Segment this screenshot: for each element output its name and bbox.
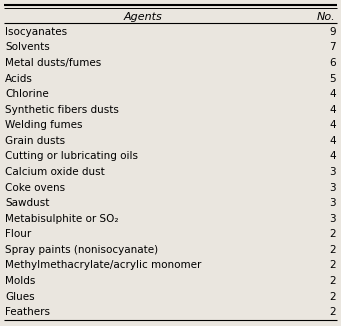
Text: 2: 2: [329, 307, 336, 317]
Text: 3: 3: [329, 198, 336, 208]
Text: Solvents: Solvents: [5, 42, 50, 52]
Text: 4: 4: [329, 105, 336, 115]
Text: Flour: Flour: [5, 229, 31, 239]
Text: Glues: Glues: [5, 292, 35, 302]
Text: No.: No.: [316, 12, 335, 22]
Text: 2: 2: [329, 260, 336, 271]
Text: Feathers: Feathers: [5, 307, 50, 317]
Text: Metabisulphite or SO₂: Metabisulphite or SO₂: [5, 214, 119, 224]
Text: Agents: Agents: [124, 12, 163, 22]
Text: Methylmethacrylate/acrylic monomer: Methylmethacrylate/acrylic monomer: [5, 260, 202, 271]
Text: 2: 2: [329, 245, 336, 255]
Text: Metal dusts/fumes: Metal dusts/fumes: [5, 58, 101, 68]
Text: 6: 6: [329, 58, 336, 68]
Text: Coke ovens: Coke ovens: [5, 183, 65, 193]
Text: 3: 3: [329, 214, 336, 224]
Text: Welding fumes: Welding fumes: [5, 120, 83, 130]
Text: Calcium oxide dust: Calcium oxide dust: [5, 167, 105, 177]
Text: 4: 4: [329, 120, 336, 130]
Text: Molds: Molds: [5, 276, 35, 286]
Text: 2: 2: [329, 292, 336, 302]
Text: Chlorine: Chlorine: [5, 89, 49, 99]
Text: 4: 4: [329, 151, 336, 161]
Text: Spray paints (nonisocyanate): Spray paints (nonisocyanate): [5, 245, 158, 255]
Text: Grain dusts: Grain dusts: [5, 136, 65, 146]
Text: 2: 2: [329, 276, 336, 286]
Text: Cutting or lubricating oils: Cutting or lubricating oils: [5, 151, 138, 161]
Text: 4: 4: [329, 89, 336, 99]
Text: 9: 9: [329, 27, 336, 37]
Text: Isocyanates: Isocyanates: [5, 27, 67, 37]
Text: 4: 4: [329, 136, 336, 146]
Text: 3: 3: [329, 167, 336, 177]
Text: 2: 2: [329, 229, 336, 239]
Text: 7: 7: [329, 42, 336, 52]
Text: Sawdust: Sawdust: [5, 198, 49, 208]
Text: Synthetic fibers dusts: Synthetic fibers dusts: [5, 105, 119, 115]
Text: 5: 5: [329, 74, 336, 83]
Text: 3: 3: [329, 183, 336, 193]
Text: Acids: Acids: [5, 74, 33, 83]
